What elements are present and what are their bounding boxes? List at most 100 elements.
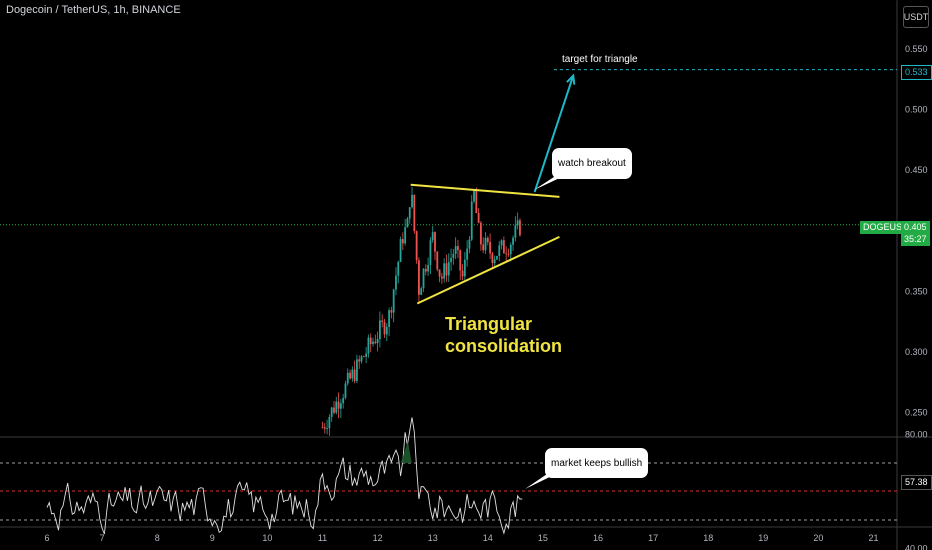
last-price-tag: 0.405 — [901, 221, 930, 234]
candle-body — [509, 244, 512, 255]
candle-body — [429, 240, 432, 265]
time-tick-label: 15 — [538, 533, 548, 543]
candle-body — [463, 259, 466, 277]
candle-body — [505, 253, 508, 255]
price-tick-label: 0.300 — [905, 347, 928, 357]
time-tick-label: 7 — [100, 533, 105, 543]
candle-body — [390, 310, 393, 313]
rsi-tick-label: 40.00 — [905, 544, 928, 550]
rsi-line — [46, 417, 523, 535]
time-tick-label: 14 — [483, 533, 493, 543]
symbol-title: Dogecoin / TetherUS, 1h, BINANCE — [6, 4, 181, 16]
candle-body — [431, 232, 434, 241]
candle-body — [376, 339, 379, 344]
candle-body — [404, 227, 407, 244]
candle-body — [477, 213, 480, 223]
target-price-tag: 0.533 — [901, 65, 932, 80]
time-tick-label: 19 — [758, 533, 768, 543]
time-tick-label: 6 — [44, 533, 49, 543]
candle-body — [447, 262, 450, 276]
candle-body — [372, 341, 374, 345]
time-tick-label: 12 — [373, 533, 383, 543]
candle-body — [378, 320, 381, 340]
candle-body — [489, 242, 491, 254]
candle-body — [470, 201, 473, 240]
candle-body — [323, 427, 326, 429]
candle-body — [344, 383, 347, 398]
candle-body — [427, 264, 430, 272]
candle-body — [486, 237, 489, 243]
time-tick-label: 9 — [210, 533, 215, 543]
price-tick-label: 0.550 — [905, 44, 928, 54]
candle-body — [459, 250, 462, 271]
candle-body — [466, 248, 469, 260]
candle-body — [475, 190, 478, 214]
candle-body — [496, 256, 498, 260]
candle-body — [482, 244, 485, 251]
price-tick-label: 0.250 — [905, 408, 928, 418]
candle-body — [491, 253, 494, 264]
candle-body — [365, 353, 368, 357]
candle-body — [321, 427, 324, 428]
market-bullish-callout: market keeps bullish — [545, 448, 649, 478]
candle-body — [445, 263, 448, 276]
candle-body — [473, 190, 475, 202]
time-tick-label: 20 — [813, 533, 823, 543]
candle-body — [333, 407, 335, 413]
candle-body — [413, 194, 416, 232]
candle-body — [502, 240, 505, 254]
target-arrow-head — [566, 73, 576, 85]
candle-body — [369, 337, 372, 345]
price-tick-label: 0.350 — [905, 286, 928, 296]
candle-body — [408, 207, 411, 219]
candle-body — [381, 320, 384, 322]
target-arrow-line — [533, 75, 575, 193]
time-tick-label: 10 — [262, 533, 272, 543]
candle-body — [468, 239, 471, 249]
candle-body — [452, 253, 455, 258]
candle-body — [346, 372, 349, 384]
candle-body — [358, 359, 361, 362]
candle-body — [434, 232, 436, 252]
candle-body — [422, 268, 425, 289]
time-tick-label: 21 — [868, 533, 878, 543]
candle-body — [480, 222, 482, 245]
candle-body — [424, 268, 427, 272]
rsi-overbought-fill — [400, 441, 412, 463]
candle-body — [397, 261, 400, 276]
triangle-upper-line — [410, 183, 560, 198]
time-tick-label: 8 — [155, 533, 160, 543]
price-tick-label: 0.450 — [905, 165, 928, 175]
candle-body — [385, 326, 388, 335]
candle-body — [392, 289, 395, 313]
candle-body — [438, 269, 441, 277]
candle-body — [330, 407, 333, 417]
candle-body — [500, 240, 503, 246]
candle-body — [450, 257, 452, 263]
time-tick-label: 17 — [648, 533, 658, 543]
candle-body — [443, 263, 446, 279]
candle-body — [356, 359, 358, 381]
candle-body — [399, 239, 402, 262]
candle-body — [411, 194, 413, 208]
candle-body — [360, 356, 363, 362]
countdown-tag: 35:27 — [901, 233, 930, 246]
candle-body — [335, 401, 338, 413]
candle-body — [395, 275, 397, 290]
candle-body — [351, 369, 354, 379]
pattern-label-line1: Triangular — [445, 314, 533, 334]
watch-breakout-callout: watch breakout — [552, 148, 632, 179]
candle-body — [415, 231, 418, 261]
candle-body — [406, 218, 409, 228]
currency-button[interactable]: USDT — [903, 6, 929, 28]
candle-body — [457, 246, 459, 251]
candle-body — [328, 416, 331, 429]
candle-body — [436, 251, 439, 270]
candle-body — [484, 237, 487, 251]
candle-body — [401, 239, 404, 244]
triangle-lower-line — [416, 235, 560, 305]
candle-body — [512, 237, 514, 245]
candle-body — [440, 276, 443, 279]
candle-body — [493, 259, 496, 264]
